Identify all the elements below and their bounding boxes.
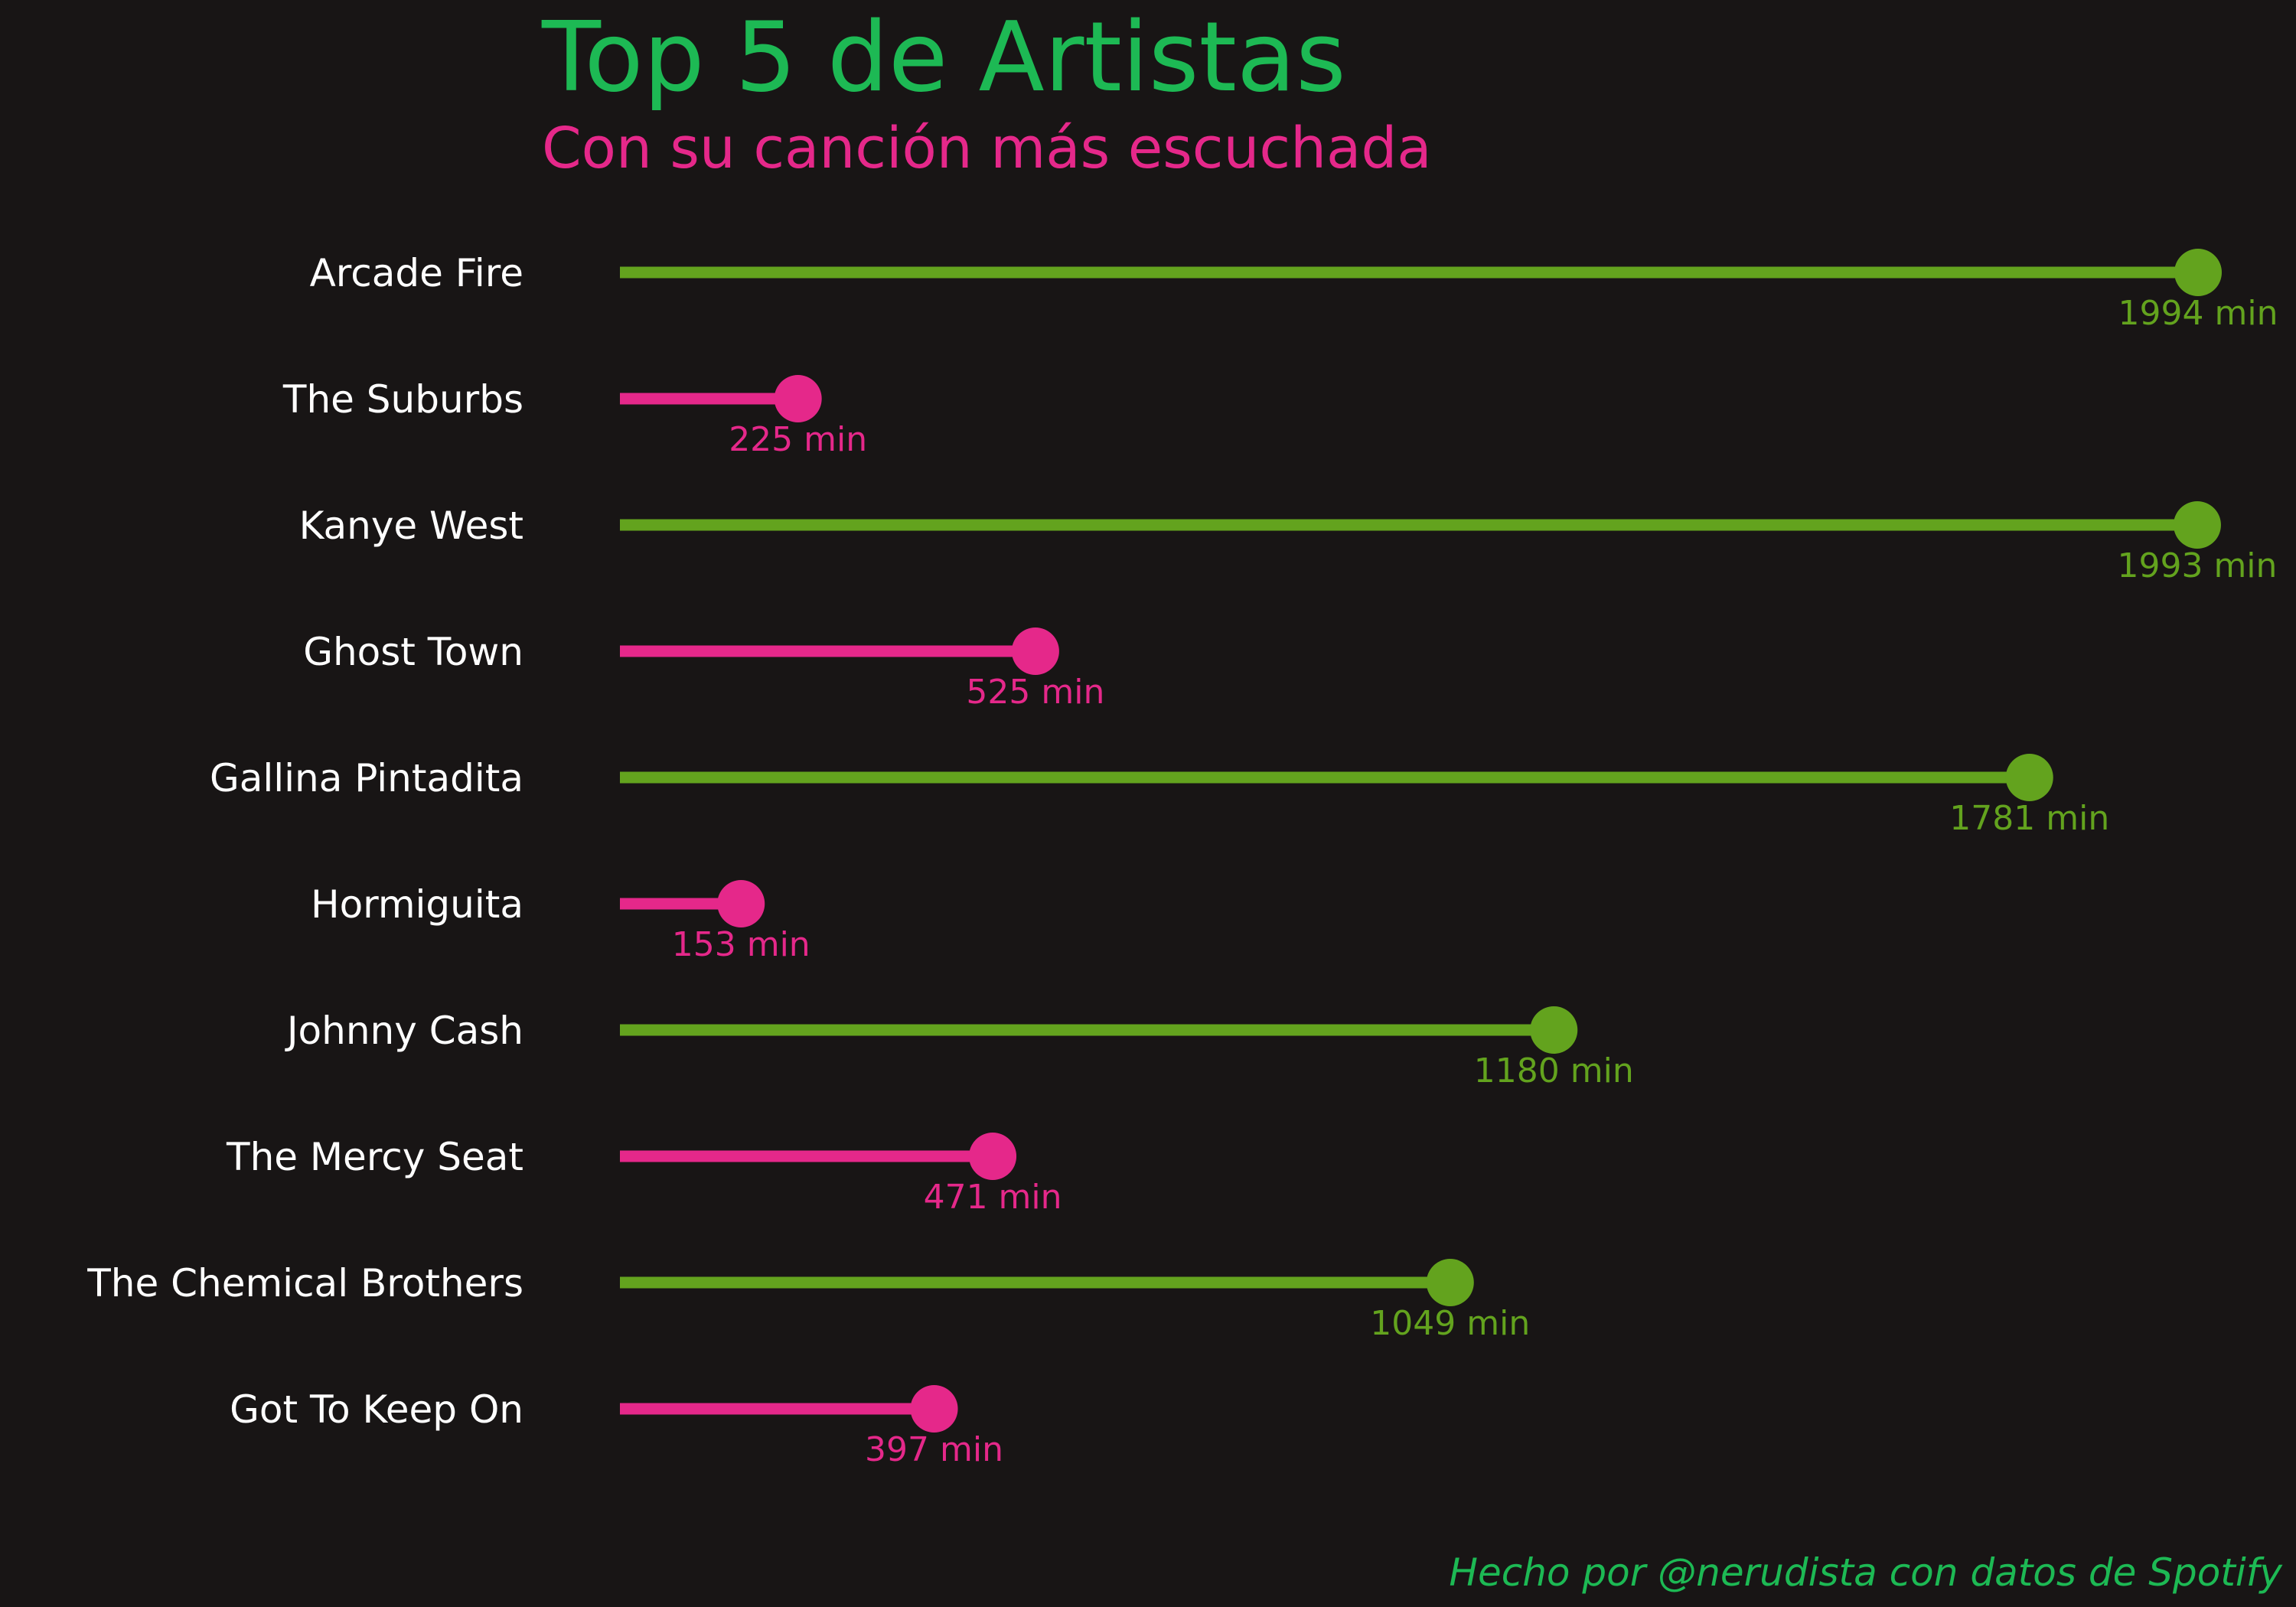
- lollipop-point: [717, 880, 765, 927]
- category-label: Kanye West: [299, 504, 523, 548]
- value-label: 1781 min: [1949, 799, 2109, 838]
- value-label: 225 min: [729, 420, 867, 459]
- chart-rows: Arcade Fire 1994 min The Suburbs 225 min Kan…: [86, 249, 2278, 1469]
- value-label: 525 min: [966, 673, 1104, 712]
- category-label: Hormiguita: [311, 882, 523, 927]
- category-label: The Chemical Brothers: [86, 1261, 523, 1305]
- chart-caption: Hecho por @nerudista con datos de Spotif…: [1449, 1550, 2282, 1595]
- category-label: Arcade Fire: [310, 251, 523, 295]
- lollipop-point: [774, 375, 822, 422]
- value-label: 153 min: [672, 925, 810, 964]
- chart-title: Top 5 de Artistas: [542, 1, 1346, 113]
- category-label: Got To Keep On: [230, 1387, 523, 1432]
- category-label: The Mercy Seat: [226, 1135, 523, 1179]
- value-label: 1994 min: [2118, 294, 2278, 333]
- lollipop-point: [2173, 501, 2221, 549]
- value-label: 1993 min: [2117, 546, 2277, 585]
- category-label: Gallina Pintadita: [210, 756, 523, 800]
- value-label: 1180 min: [1474, 1051, 1634, 1090]
- lollipop-point: [1011, 627, 1059, 675]
- value-label: 397 min: [865, 1430, 1003, 1469]
- category-label: Johnny Cash: [285, 1009, 523, 1053]
- lollipop-point: [1426, 1259, 1474, 1306]
- lollipop-point: [2174, 249, 2222, 296]
- chart-subtitle: Con su canción más escuchada: [542, 116, 1432, 181]
- category-label: Ghost Town: [303, 630, 523, 674]
- lollipop-point: [910, 1385, 958, 1433]
- category-label: The Suburbs: [282, 377, 523, 422]
- lollipop-point: [969, 1133, 1017, 1180]
- lollipop-point: [1530, 1006, 1578, 1054]
- value-label: 471 min: [924, 1178, 1062, 1217]
- lollipop-point: [2005, 754, 2053, 801]
- value-label: 1049 min: [1370, 1304, 1530, 1343]
